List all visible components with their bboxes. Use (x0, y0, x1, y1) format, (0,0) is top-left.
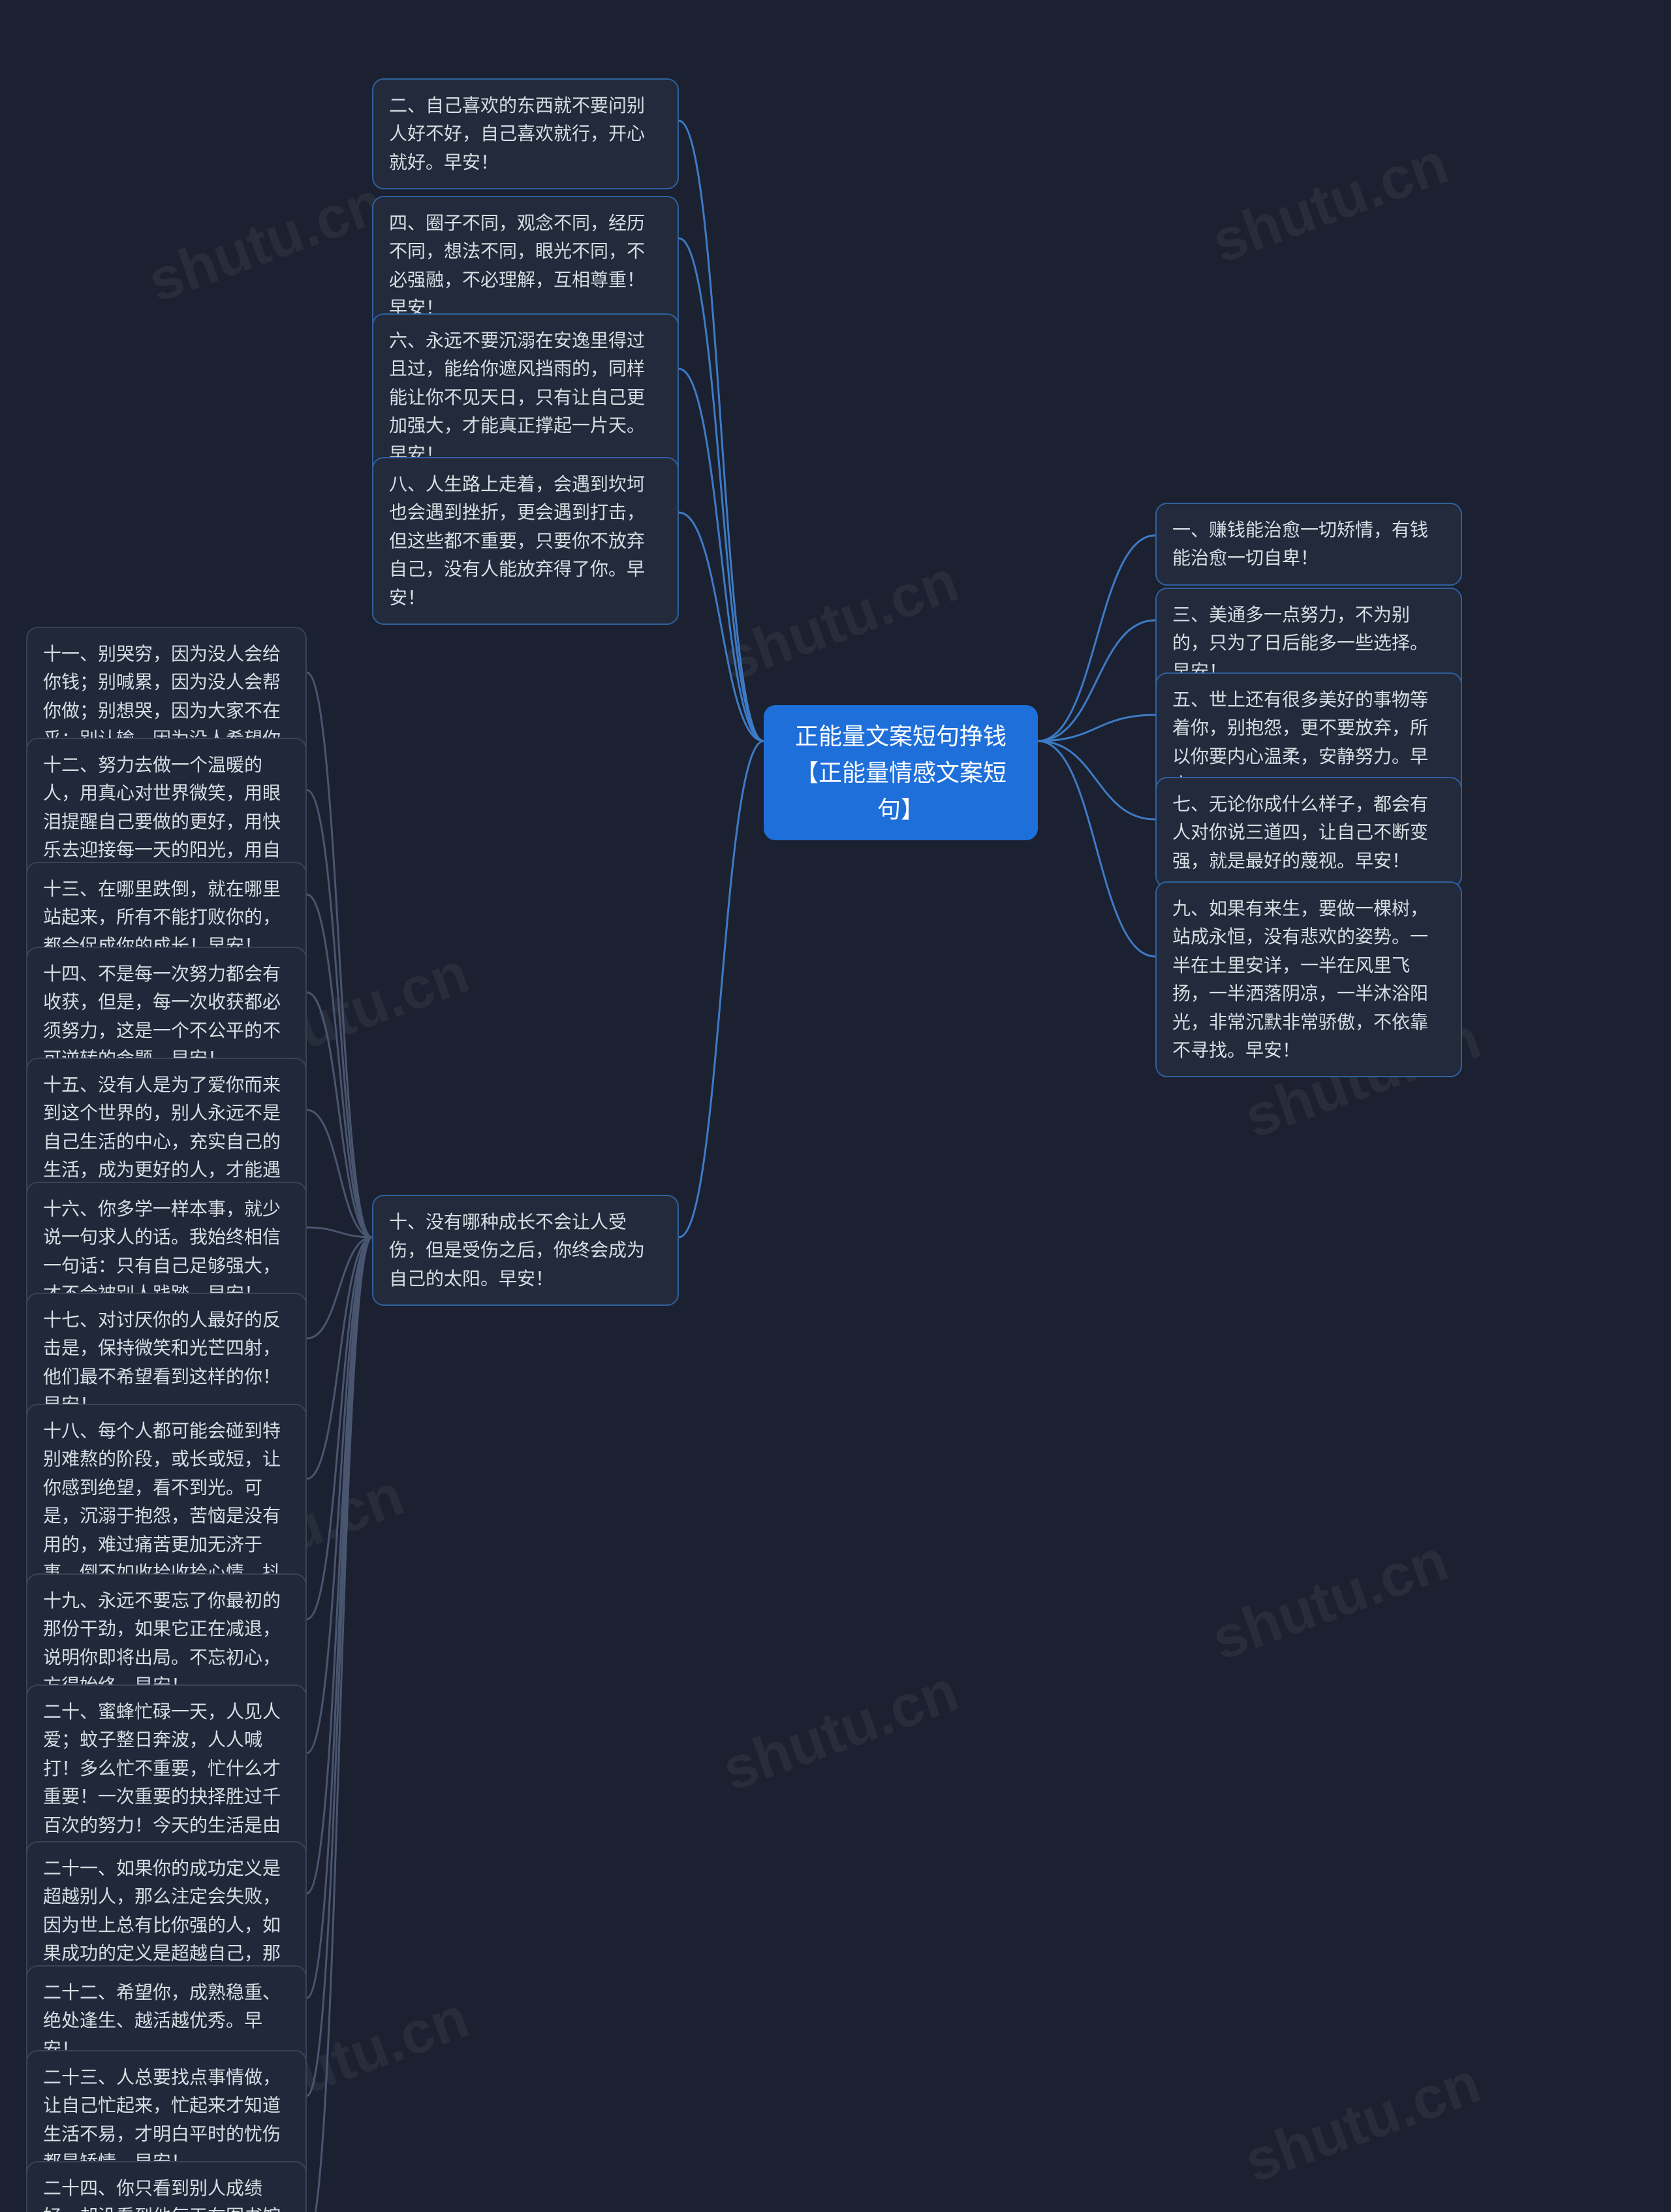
mid-node: 六、永远不要沉溺在安逸里得过且过，能给你遮风挡雨的，同样能让你不见天日，只有让自… (372, 313, 679, 481)
edge (307, 1237, 372, 2096)
edge (679, 513, 764, 741)
edge (307, 1237, 372, 1893)
edge (1038, 620, 1155, 741)
watermark: shutu.cn (714, 1658, 967, 1805)
edge (679, 369, 764, 741)
watermark: shutu.cn (714, 548, 967, 695)
edge (307, 1227, 372, 1237)
mindmap-canvas: shutu.cn shutu.cn shutu.cn shutu.cn shutu.cn… (0, 0, 1671, 2212)
leaf-node: 二十四、你只看到别人成绩好，却没看到他每天在图书馆待到多晚；你羡慕别人身材好气质… (26, 2161, 307, 2212)
edge (1038, 535, 1155, 741)
mid-node: 九、如果有来生，要做一棵树，站成永恒，没有悲欢的姿势。一半在土里安详，一半在风里… (1155, 881, 1462, 1077)
edge (307, 1237, 372, 1998)
mid-node: 十、没有哪种成长不会让人受伤，但是受伤之后，你终会成为自己的太阳。早安！ (372, 1195, 679, 1306)
edge (1038, 741, 1155, 819)
edge (307, 790, 372, 1237)
mid-node: 八、人生路上走着，会遇到坎坷也会遇到挫折，更会遇到打击，但这些都不重要，只要你不… (372, 457, 679, 625)
edge (1038, 741, 1155, 956)
watermark: shutu.cn (1204, 130, 1457, 277)
edge (307, 1110, 372, 1237)
edge (307, 1237, 372, 1479)
edge (307, 1237, 372, 1753)
mid-node: 一、赚钱能治愈一切矫情，有钱能治愈一切自卑！ (1155, 503, 1462, 586)
mid-node: 七、无论你成什么样子，都会有人对你说三道四，让自己不断变强，就是最好的蔑视。早安… (1155, 777, 1462, 888)
edge (307, 992, 372, 1237)
edge (307, 894, 372, 1237)
edge (679, 121, 764, 741)
edge (307, 1237, 372, 2212)
edge (1038, 715, 1155, 741)
center-node: 正能量文案短句挣钱【正能量情感文案短句】 (764, 705, 1038, 840)
edge (307, 1237, 372, 1338)
edge (679, 741, 764, 1237)
watermark: shutu.cn (1236, 2049, 1490, 2196)
mid-node: 二、自己喜欢的东西就不要问别人好不好，自己喜欢就行，开心就好。早安！ (372, 78, 679, 189)
watermark: shutu.cn (140, 169, 393, 316)
watermark: shutu.cn (1204, 1527, 1457, 1674)
edge (679, 238, 764, 741)
edge (307, 672, 372, 1237)
edge (307, 1237, 372, 1619)
